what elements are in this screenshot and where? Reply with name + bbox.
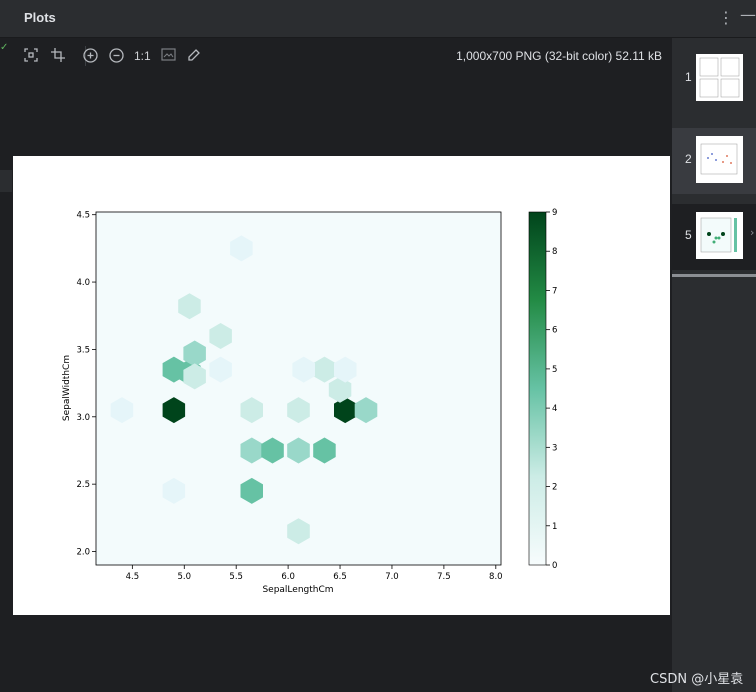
- y-tick-label: 4.0: [76, 278, 90, 288]
- hexbin-cell: [209, 356, 232, 383]
- selection-underline: [672, 274, 756, 277]
- zoom-in-icon[interactable]: [82, 48, 98, 64]
- hexbin-cell: [178, 293, 201, 320]
- hexbin-cell: [313, 356, 336, 383]
- hexbin-cell: [230, 235, 253, 262]
- thumbnail-5[interactable]: 5 ›: [672, 204, 756, 270]
- hexbin-cell: [162, 477, 186, 504]
- x-tick-label: 6.0: [281, 572, 295, 582]
- x-axis-ticks: 4.5 5.0 5.5 6.0 6.5 7.0 7.5 8.0: [126, 565, 503, 582]
- colorbar-tick-label: 8: [552, 247, 557, 257]
- y-tick-label: 3.0: [76, 413, 90, 423]
- toolbar-divider: [85, 46, 86, 66]
- x-tick-label: 5.5: [229, 572, 243, 582]
- hexbin-cell: [240, 477, 263, 504]
- zoom-out-icon[interactable]: [108, 48, 124, 64]
- hexbin-cell: [334, 397, 357, 424]
- colorbar-tick-label: 3: [552, 443, 557, 453]
- thumbnail-number: 1: [685, 70, 692, 84]
- y-tick-label: 2.5: [76, 480, 90, 490]
- color-picker-icon[interactable]: [186, 48, 202, 64]
- hexbin-cell: [110, 397, 134, 424]
- hexbin-chart: 4.5 5.0 5.5 6.0 6.5 7.0 7.5 8.0 2.0 2.5 3.0 3.5 4.0…: [62, 208, 557, 595]
- hexbin-cell: [287, 437, 310, 464]
- hexbin-cell: [287, 397, 310, 424]
- y-tick-label: 3.5: [76, 345, 90, 355]
- y-tick-label: 4.5: [76, 211, 90, 221]
- x-tick-label: 8.0: [489, 572, 503, 582]
- hexbin-cell: [287, 518, 310, 545]
- chevron-right-icon: ›: [750, 226, 755, 239]
- left-gutter: [0, 38, 12, 692]
- x-tick-label: 7.0: [385, 572, 399, 582]
- background-toggle-icon[interactable]: [160, 48, 176, 64]
- gutter-marker: [0, 170, 12, 192]
- x-tick-label: 7.5: [437, 572, 451, 582]
- hexbin-cell: [240, 437, 263, 464]
- fit-to-window-icon[interactable]: [23, 48, 39, 64]
- crop-icon[interactable]: [50, 48, 66, 64]
- axes-frame: [95, 211, 502, 566]
- panel-header: Plots ⋮ —: [0, 0, 756, 38]
- hexbin-cell: [183, 340, 206, 367]
- hexbin-cells: [96, 212, 501, 565]
- x-tick-label: 5.0: [178, 572, 192, 582]
- colorbar-tick-label: 2: [552, 483, 557, 493]
- actual-size-button[interactable]: 1:1: [134, 49, 151, 63]
- colorbar-tick-label: 1: [552, 522, 557, 532]
- hexbin-cell: [292, 356, 315, 383]
- x-axis-label: SepalLengthCm: [262, 585, 333, 595]
- x-tick-label: 6.5: [333, 572, 347, 582]
- hexbin-cell: [183, 363, 206, 390]
- thumbnail-2[interactable]: 2: [672, 128, 756, 194]
- thumbnail-image: [696, 54, 743, 101]
- watermark: CSDN @小星袁: [650, 672, 744, 687]
- colorbar-tick-label: 9: [552, 208, 557, 218]
- thumbnail-image: [696, 136, 743, 183]
- panel-title: Plots: [24, 10, 56, 25]
- colorbar-tick-label: 0: [552, 561, 557, 571]
- hexbin-cell: [328, 376, 352, 403]
- colorbar-tick-label: 7: [552, 286, 557, 296]
- image-info: 1,000x700 PNG (32-bit color) 52.11 kB: [456, 49, 662, 63]
- more-options-icon[interactable]: ⋮: [718, 8, 734, 27]
- hexbin-cell: [354, 397, 378, 424]
- hexbin-cell: [162, 397, 186, 424]
- plot-toolbar: 1:1 1,000x700 PNG (32-bit color) 52.11 k…: [12, 38, 672, 74]
- thumbnail-image: [696, 212, 743, 259]
- hexbin-cell: [261, 437, 284, 464]
- thumbnail-number: 2: [685, 152, 692, 166]
- minimize-icon[interactable]: —: [740, 5, 756, 24]
- check-mark-icon: ✓: [0, 42, 8, 53]
- hexbin-cell: [240, 397, 263, 424]
- hexbin-cell: [162, 356, 186, 383]
- thumbnail-number: 5: [685, 228, 692, 242]
- colorbar: [528, 211, 547, 566]
- hexbin-cell: [334, 356, 357, 383]
- colorbar-tick-label: 4: [552, 404, 557, 414]
- x-tick-label: 4.5: [126, 572, 140, 582]
- hexbin-cell: [209, 323, 232, 349]
- y-tick-label: 2.0: [76, 548, 90, 558]
- plots-history-panel: 1 2 5 ›: [672, 38, 756, 692]
- y-axis-label: SepalWidthCm: [62, 355, 72, 421]
- hexbin-cell: [313, 437, 336, 464]
- plot-canvas: 4.5 5.0 5.5 6.0 6.5 7.0 7.5 8.0 2.0 2.5 3.0 3.5 4.0…: [13, 156, 670, 615]
- plot-background: [96, 212, 501, 565]
- colorbar-tick-label: 6: [552, 326, 557, 336]
- colorbar-tick-label: 5: [552, 365, 557, 375]
- colorbar-ticks: 0 1 2 3 4 5 6 7 8 9: [546, 208, 557, 571]
- y-axis-ticks: 2.0 2.5 3.0 3.5 4.0 4.5: [76, 211, 96, 558]
- thumbnail-1[interactable]: 1: [672, 46, 756, 112]
